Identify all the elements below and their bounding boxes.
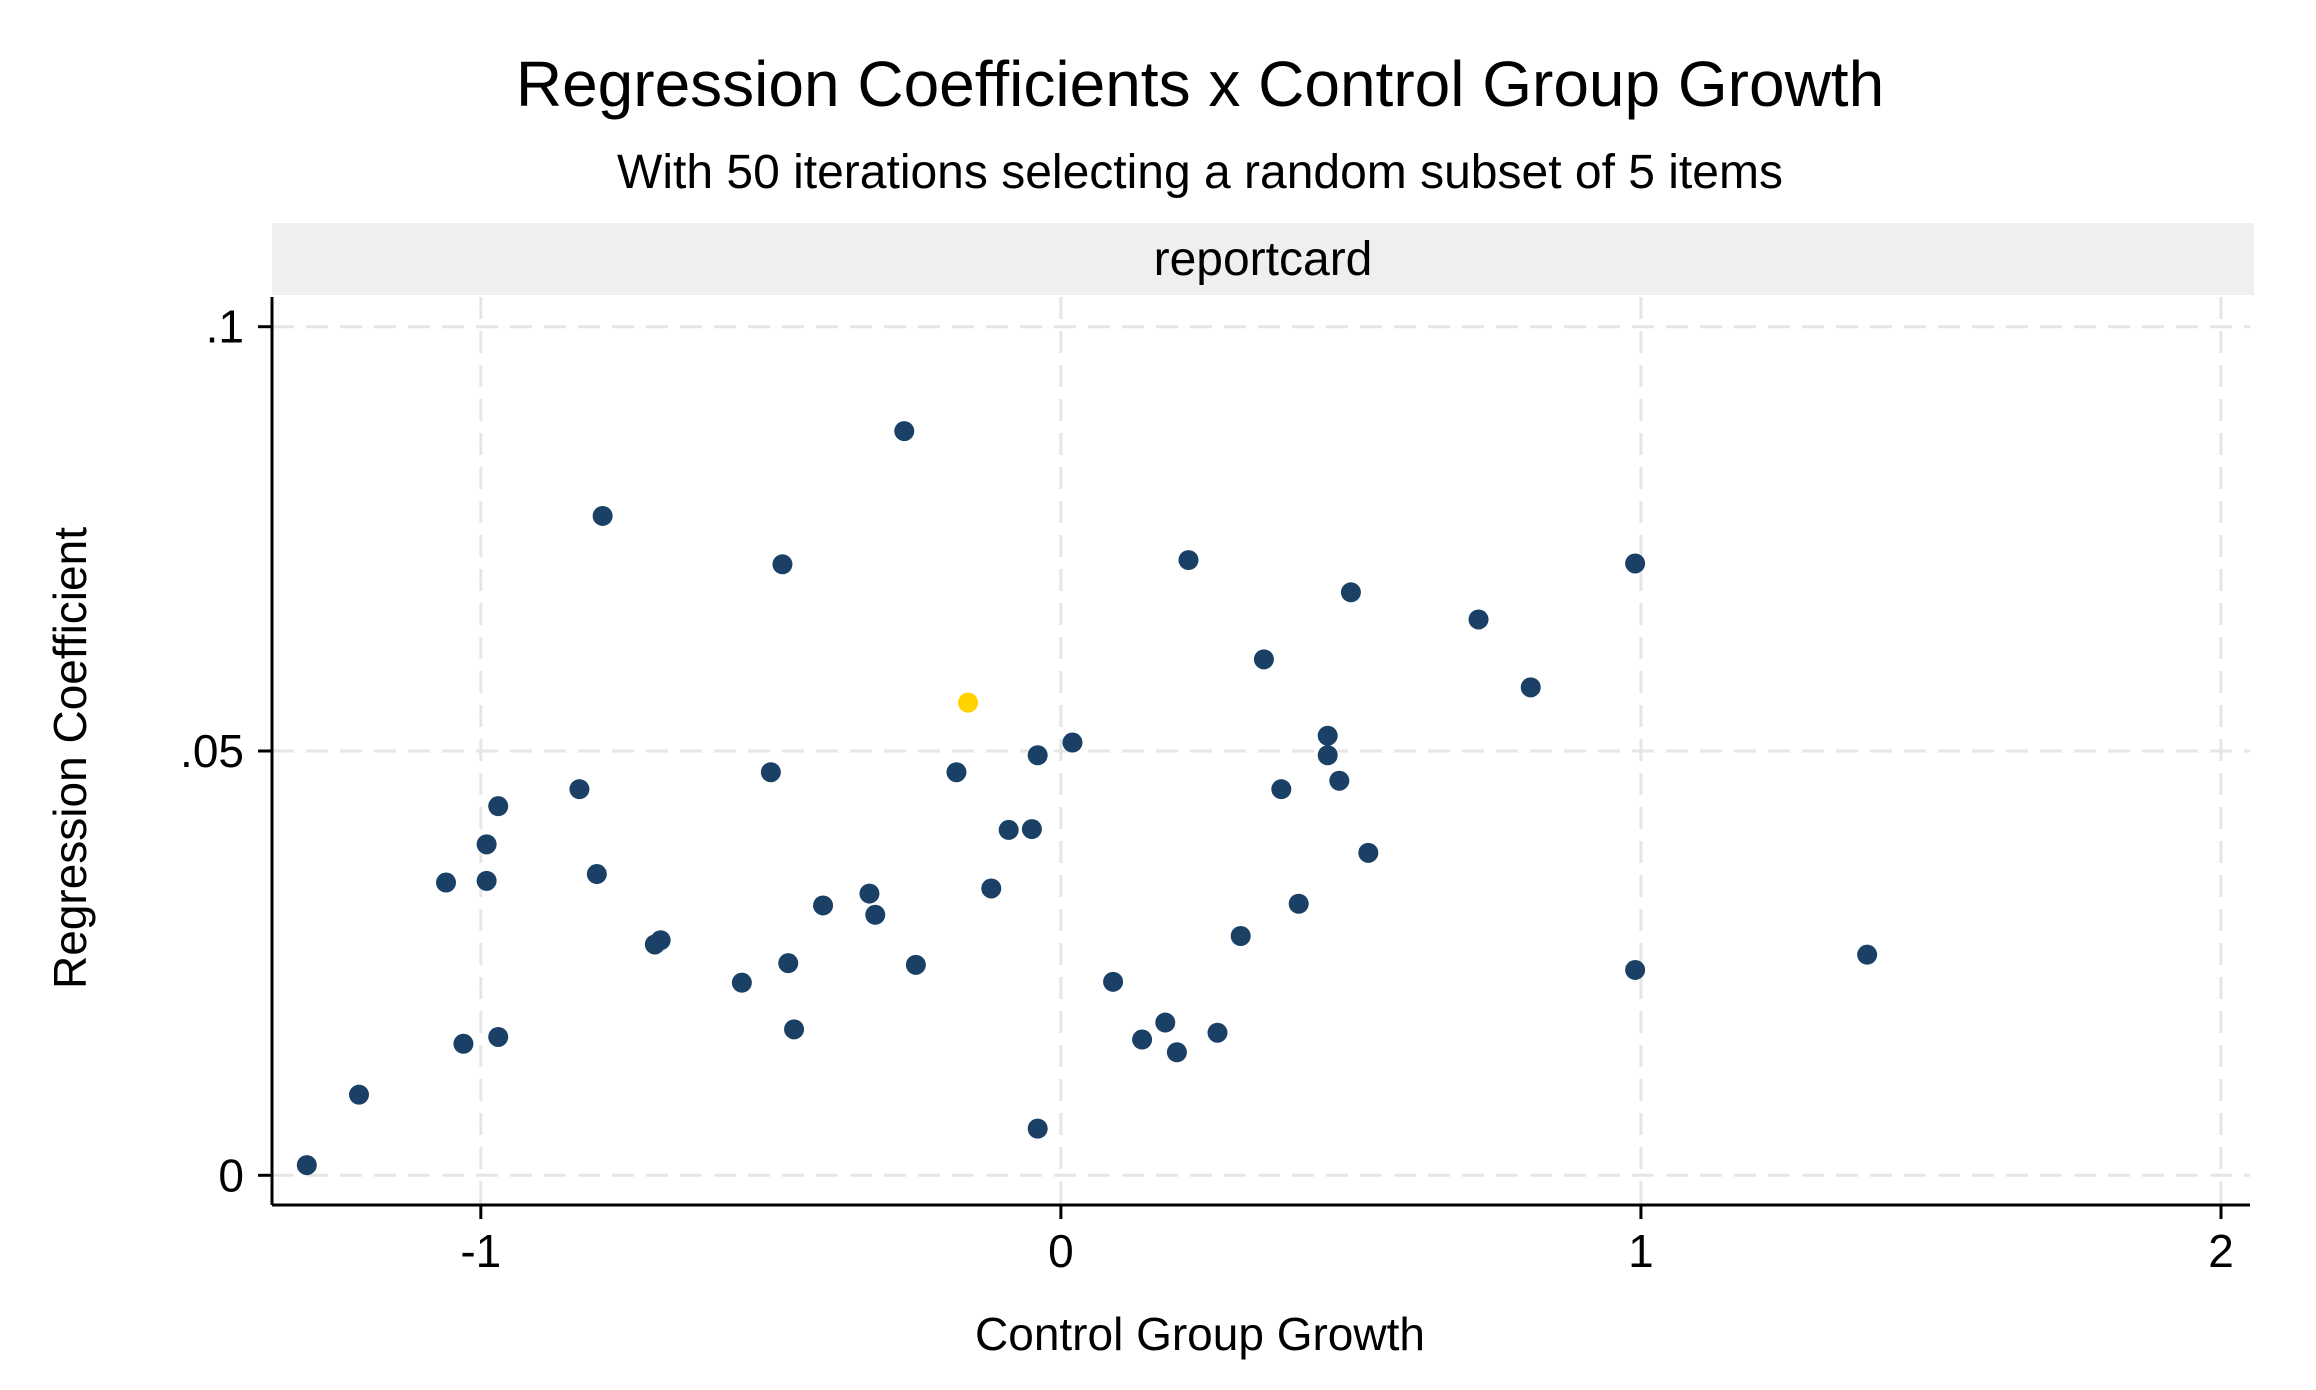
data-point	[1155, 1012, 1176, 1033]
x-tick-label: 2	[2208, 1225, 2234, 1277]
data-point	[1132, 1029, 1153, 1050]
data-point	[1857, 944, 1878, 965]
data-point	[731, 972, 752, 993]
data-point	[778, 953, 799, 974]
data-point	[1253, 649, 1274, 670]
chart-title: Regression Coefficients x Control Group …	[516, 48, 1884, 120]
data-point	[1062, 732, 1083, 753]
chart-subtitle: With 50 iterations selecting a random su…	[617, 146, 1783, 199]
data-point	[760, 762, 781, 783]
data-point	[981, 878, 1002, 899]
y-tick-label: .1	[206, 301, 244, 353]
highlighted-data-point	[958, 692, 979, 713]
data-point	[296, 1155, 317, 1176]
data-point	[1329, 770, 1350, 791]
data-point	[946, 762, 967, 783]
data-point	[1317, 725, 1338, 746]
data-point	[1103, 971, 1124, 992]
data-point	[1207, 1022, 1228, 1043]
data-point	[1520, 677, 1541, 698]
y-axis-label: Regression Coefficient	[44, 527, 96, 989]
data-point	[569, 779, 590, 800]
data-point	[784, 1019, 805, 1040]
data-point	[488, 1026, 509, 1047]
x-tick-label: 0	[1048, 1225, 1074, 1277]
y-tick-label: .05	[180, 725, 244, 777]
data-point	[1625, 553, 1646, 574]
data-point	[772, 554, 793, 575]
data-point	[1027, 1118, 1048, 1139]
data-point	[592, 505, 613, 526]
data-point	[1027, 745, 1048, 766]
grid-lines	[272, 297, 2250, 1205]
data-point	[905, 954, 926, 975]
data-point	[1317, 745, 1338, 766]
data-point	[453, 1033, 474, 1054]
data-point	[1340, 582, 1361, 603]
data-point	[894, 421, 915, 442]
data-point	[476, 834, 497, 855]
data-point	[650, 930, 671, 951]
axes: -1 0 1 2 0 .05 .1	[180, 297, 2250, 1277]
data-point	[1625, 959, 1646, 980]
panel-header	[272, 223, 2254, 295]
data-points	[296, 421, 1878, 1176]
data-point	[476, 870, 497, 891]
y-tick-label: 0	[218, 1149, 244, 1201]
data-point	[488, 796, 509, 817]
data-point	[1230, 925, 1251, 946]
data-point	[1021, 819, 1042, 840]
data-point	[586, 864, 607, 885]
data-point	[859, 883, 880, 904]
data-point	[865, 904, 886, 925]
x-axis-label: Control Group Growth	[975, 1308, 1425, 1360]
data-point	[1271, 779, 1292, 800]
data-point	[1358, 842, 1379, 863]
data-point	[998, 819, 1019, 840]
x-tick-label: 1	[1628, 1225, 1654, 1277]
data-point	[349, 1084, 370, 1105]
data-point	[1166, 1042, 1187, 1063]
data-point	[813, 895, 834, 916]
data-point	[1468, 609, 1489, 630]
data-point	[436, 872, 457, 893]
panel-label: reportcard	[1154, 233, 1373, 286]
x-tick-label: -1	[460, 1225, 501, 1277]
data-point	[1288, 893, 1309, 914]
data-point	[1178, 550, 1199, 571]
